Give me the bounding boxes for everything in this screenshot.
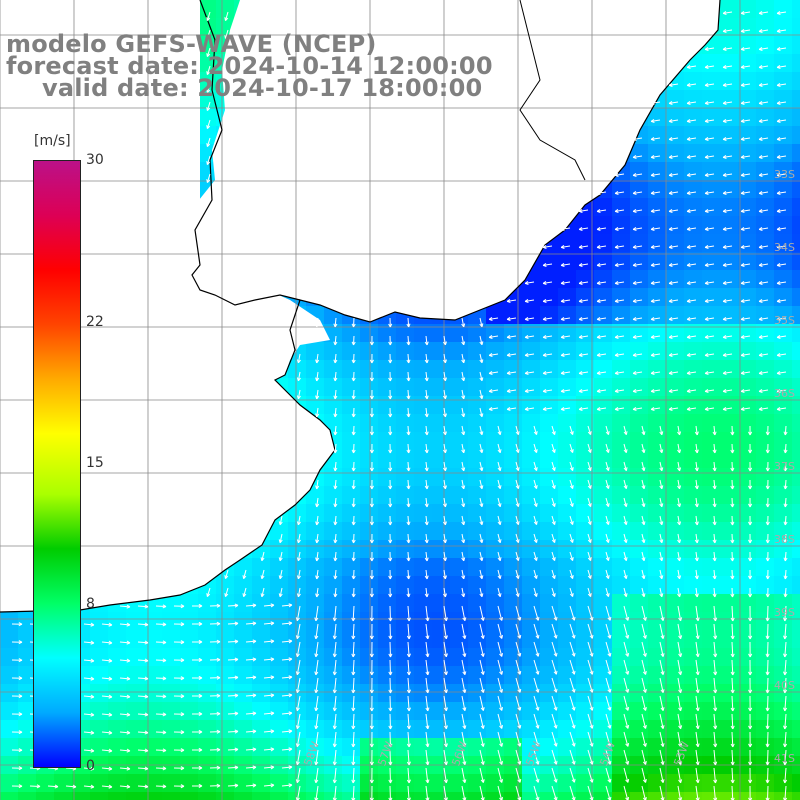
colorbar <box>33 160 81 768</box>
latitude-label: 35S <box>774 314 795 327</box>
latitude-label: 34S <box>774 241 795 254</box>
model-title: modelo GEFS-WAVE (NCEP) <box>6 30 377 58</box>
latitude-label: 40S <box>774 679 795 692</box>
colorbar-tick-label: 8 <box>86 596 95 613</box>
latitude-label: 41S <box>774 752 795 765</box>
coastline <box>0 0 721 613</box>
wind-vectors <box>11 10 788 800</box>
latitude-label: 36S <box>774 387 795 400</box>
latitude-labels: 33S 34S 35S 36S 37S 38S 39S 40S 41S <box>774 168 795 765</box>
latitude-label: 37S <box>774 460 795 473</box>
colorbar-unit: [m/s] <box>34 133 71 149</box>
colorbar-tick-label: 15 <box>86 455 104 471</box>
valid-date: valid date: 2024-10-17 18:00:00 <box>42 74 483 102</box>
colorbar-tick-label: 22 <box>86 313 104 330</box>
latitude-label: 39S <box>774 606 795 619</box>
latitude-label: 38S <box>774 533 795 546</box>
colorbar-tick-label: 0 <box>86 758 95 774</box>
colorbar-tick-label: 30 <box>86 152 104 168</box>
latitude-label: 33S <box>774 168 795 181</box>
forecast-date: forecast date: 2024-10-14 12:00:00 <box>6 52 493 80</box>
